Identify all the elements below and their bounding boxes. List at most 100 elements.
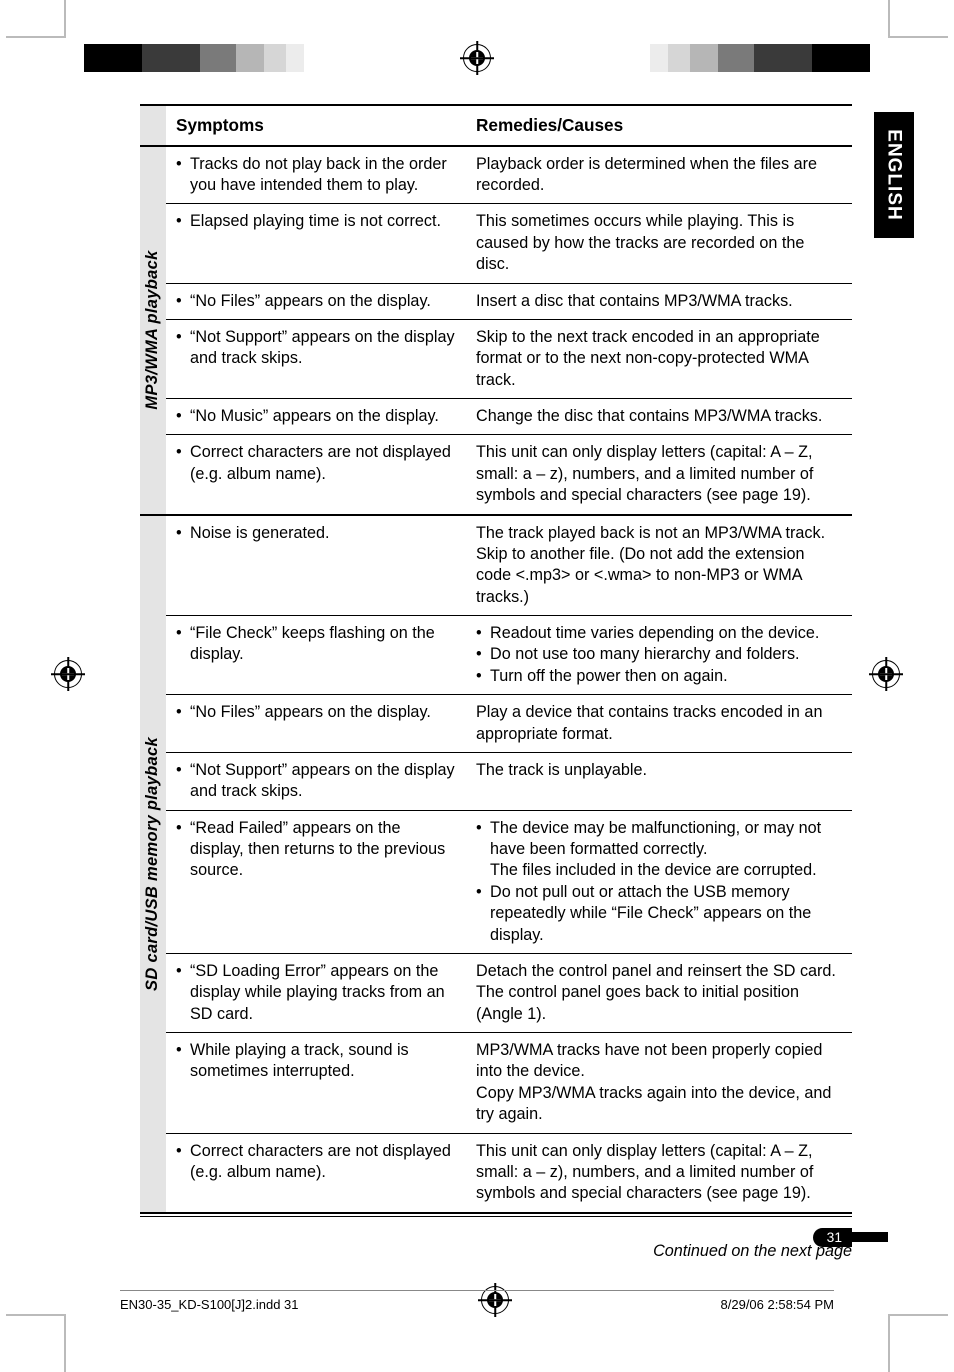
- remedy-cell: Insert a disc that contains MP3/WMA trac…: [466, 283, 852, 319]
- remedy-cell: This sometimes occurs while playing. Thi…: [466, 204, 852, 283]
- table-row: “Read Failed” appears on the display, th…: [140, 810, 852, 953]
- color-swatch: [84, 44, 142, 72]
- remedy-cell: The device may be malfunctioning, or may…: [466, 810, 852, 953]
- table-row: While playing a track, sound is sometime…: [140, 1033, 852, 1134]
- symptom-item: Correct characters are not displayed (e.…: [176, 442, 456, 485]
- table-row: Correct characters are not displayed (e.…: [140, 435, 852, 515]
- symptom-cell: Correct characters are not displayed (e.…: [166, 1133, 466, 1213]
- symptom-cell: “Not Support” appears on the display and…: [166, 752, 466, 810]
- table-row: “Not Support” appears on the display and…: [140, 752, 852, 810]
- symptom-item: “Not Support” appears on the display and…: [176, 760, 456, 803]
- remedies-header: Remedies/Causes: [466, 105, 852, 146]
- symptom-cell: “File Check” keeps flashing on the displ…: [166, 616, 466, 695]
- remedy-cell: This unit can only display letters (capi…: [466, 435, 852, 515]
- crop-mark: [888, 0, 890, 38]
- crop-mark: [64, 0, 66, 38]
- symptom-cell: While playing a track, sound is sometime…: [166, 1033, 466, 1134]
- symptom-cell: “Read Failed” appears on the display, th…: [166, 810, 466, 953]
- symptom-cell: Tracks do not play back in the order you…: [166, 146, 466, 204]
- section-label: SD card/USB memory playback: [142, 737, 164, 991]
- symptom-cell: “No Music” appears on the display.: [166, 399, 466, 435]
- crop-mark: [6, 1314, 64, 1316]
- top-color-bars: [0, 40, 954, 76]
- symptom-cell: Correct characters are not displayed (e.…: [166, 435, 466, 515]
- color-swatch: [200, 44, 236, 72]
- remedy-item: Do not pull out or attach the USB memory…: [476, 882, 842, 946]
- table-row: “No Files” appears on the display. Play a…: [140, 695, 852, 753]
- symptom-item: Tracks do not play back in the order you…: [176, 154, 456, 197]
- registration-mark-icon: [872, 660, 900, 688]
- print-info-line: EN30-35_KD-S100[J]2.indd 31 8/29/06 2:58…: [120, 1290, 834, 1312]
- language-label: ENGLISH: [883, 129, 905, 220]
- table-row: “No Files” appears on the display. Insert…: [140, 283, 852, 319]
- table-row: “No Music” appears on the display. Change…: [140, 399, 852, 435]
- symptom-cell: Noise is generated.: [166, 515, 466, 616]
- symptoms-header: Symptoms: [166, 105, 466, 146]
- table-row: Elapsed playing time is not correct. This…: [140, 204, 852, 283]
- symptom-cell: “No Files” appears on the display.: [166, 695, 466, 753]
- symptom-item: “No Files” appears on the display.: [176, 702, 456, 723]
- page-number: 31: [813, 1228, 852, 1247]
- crop-mark: [888, 1314, 890, 1372]
- color-swatch: [236, 44, 264, 72]
- crop-mark: [890, 36, 948, 38]
- color-swatch: [690, 44, 718, 72]
- section-column-header: [140, 105, 166, 146]
- remedy-item: The device may be malfunctioning, or may…: [476, 818, 842, 882]
- symptom-item: “Read Failed” appears on the display, th…: [176, 818, 456, 882]
- crop-mark: [64, 1314, 66, 1372]
- troubleshooting-table: Symptoms Remedies/Causes MP3/WMA playbac…: [140, 104, 852, 1214]
- symptom-item: “No Music” appears on the display.: [176, 406, 456, 427]
- symptom-cell: “SD Loading Error” appears on the displa…: [166, 953, 466, 1032]
- remedy-cell: Playback order is determined when the fi…: [466, 146, 852, 204]
- registration-mark-icon: [54, 660, 82, 688]
- symptom-item: While playing a track, sound is sometime…: [176, 1040, 456, 1083]
- remedy-cell: The track played back is not an MP3/WMA …: [466, 515, 852, 616]
- remedy-cell: Play a device that contains tracks encod…: [466, 695, 852, 753]
- symptom-item: Elapsed playing time is not correct.: [176, 211, 456, 232]
- color-swatch: [812, 44, 870, 72]
- symptom-cell: “Not Support” appears on the display and…: [166, 319, 466, 398]
- symptom-item: “No Files” appears on the display.: [176, 291, 456, 312]
- color-swatch: [142, 44, 200, 72]
- section-label-cell: MP3/WMA playback: [140, 146, 166, 515]
- symptom-item: “Not Support” appears on the display and…: [176, 327, 456, 370]
- color-swatch: [286, 44, 304, 72]
- table-row: MP3/WMA playbackTracks do not play back …: [140, 146, 852, 204]
- registration-mark-icon: [463, 44, 491, 72]
- table-row: Correct characters are not displayed (e.…: [140, 1133, 852, 1213]
- symptom-item: “File Check” keeps flashing on the displ…: [176, 623, 456, 666]
- print-file: EN30-35_KD-S100[J]2.indd 31: [120, 1297, 299, 1312]
- print-timestamp: 8/29/06 2:58:54 PM: [721, 1297, 834, 1312]
- color-swatch: [650, 44, 668, 72]
- color-swatch: [264, 44, 286, 72]
- table-row: “File Check” keeps flashing on the displ…: [140, 616, 852, 695]
- remedy-cell: Change the disc that contains MP3/WMA tr…: [466, 399, 852, 435]
- page-footer: 31: [140, 1216, 852, 1219]
- continued-note: Continued on the next page: [140, 1242, 852, 1261]
- color-swatch: [718, 44, 754, 72]
- symptom-item: “SD Loading Error” appears on the displa…: [176, 961, 456, 1025]
- symptom-item: Correct characters are not displayed (e.…: [176, 1141, 456, 1184]
- section-label-cell: SD card/USB memory playback: [140, 515, 166, 1213]
- remedy-cell: The track is unplayable.: [466, 752, 852, 810]
- remedy-cell: MP3/WMA tracks have not been properly co…: [466, 1033, 852, 1134]
- symptom-cell: “No Files” appears on the display.: [166, 283, 466, 319]
- symptom-item: Noise is generated.: [176, 523, 456, 544]
- table-row: “Not Support” appears on the display and…: [140, 319, 852, 398]
- crop-mark: [890, 1314, 948, 1316]
- crop-mark: [6, 36, 64, 38]
- color-swatch: [754, 44, 812, 72]
- table-row: “SD Loading Error” appears on the displa…: [140, 953, 852, 1032]
- page-content: ENGLISH Symptoms Remedies/Causes MP3/WMA…: [140, 104, 852, 1261]
- remedy-item: Turn off the power then on again.: [476, 666, 842, 687]
- remedy-cell: Skip to the next track encoded in an app…: [466, 319, 852, 398]
- remedy-cell: This unit can only display letters (capi…: [466, 1133, 852, 1213]
- section-label: MP3/WMA playback: [142, 251, 164, 410]
- table-row: SD card/USB memory playbackNoise is gene…: [140, 515, 852, 616]
- symptom-cell: Elapsed playing time is not correct.: [166, 204, 466, 283]
- page-number-badge: 31: [813, 1226, 852, 1248]
- remedy-item: Readout time varies depending on the dev…: [476, 623, 842, 644]
- color-swatch: [668, 44, 690, 72]
- remedy-item: Do not use too many hierarchy and folder…: [476, 644, 842, 665]
